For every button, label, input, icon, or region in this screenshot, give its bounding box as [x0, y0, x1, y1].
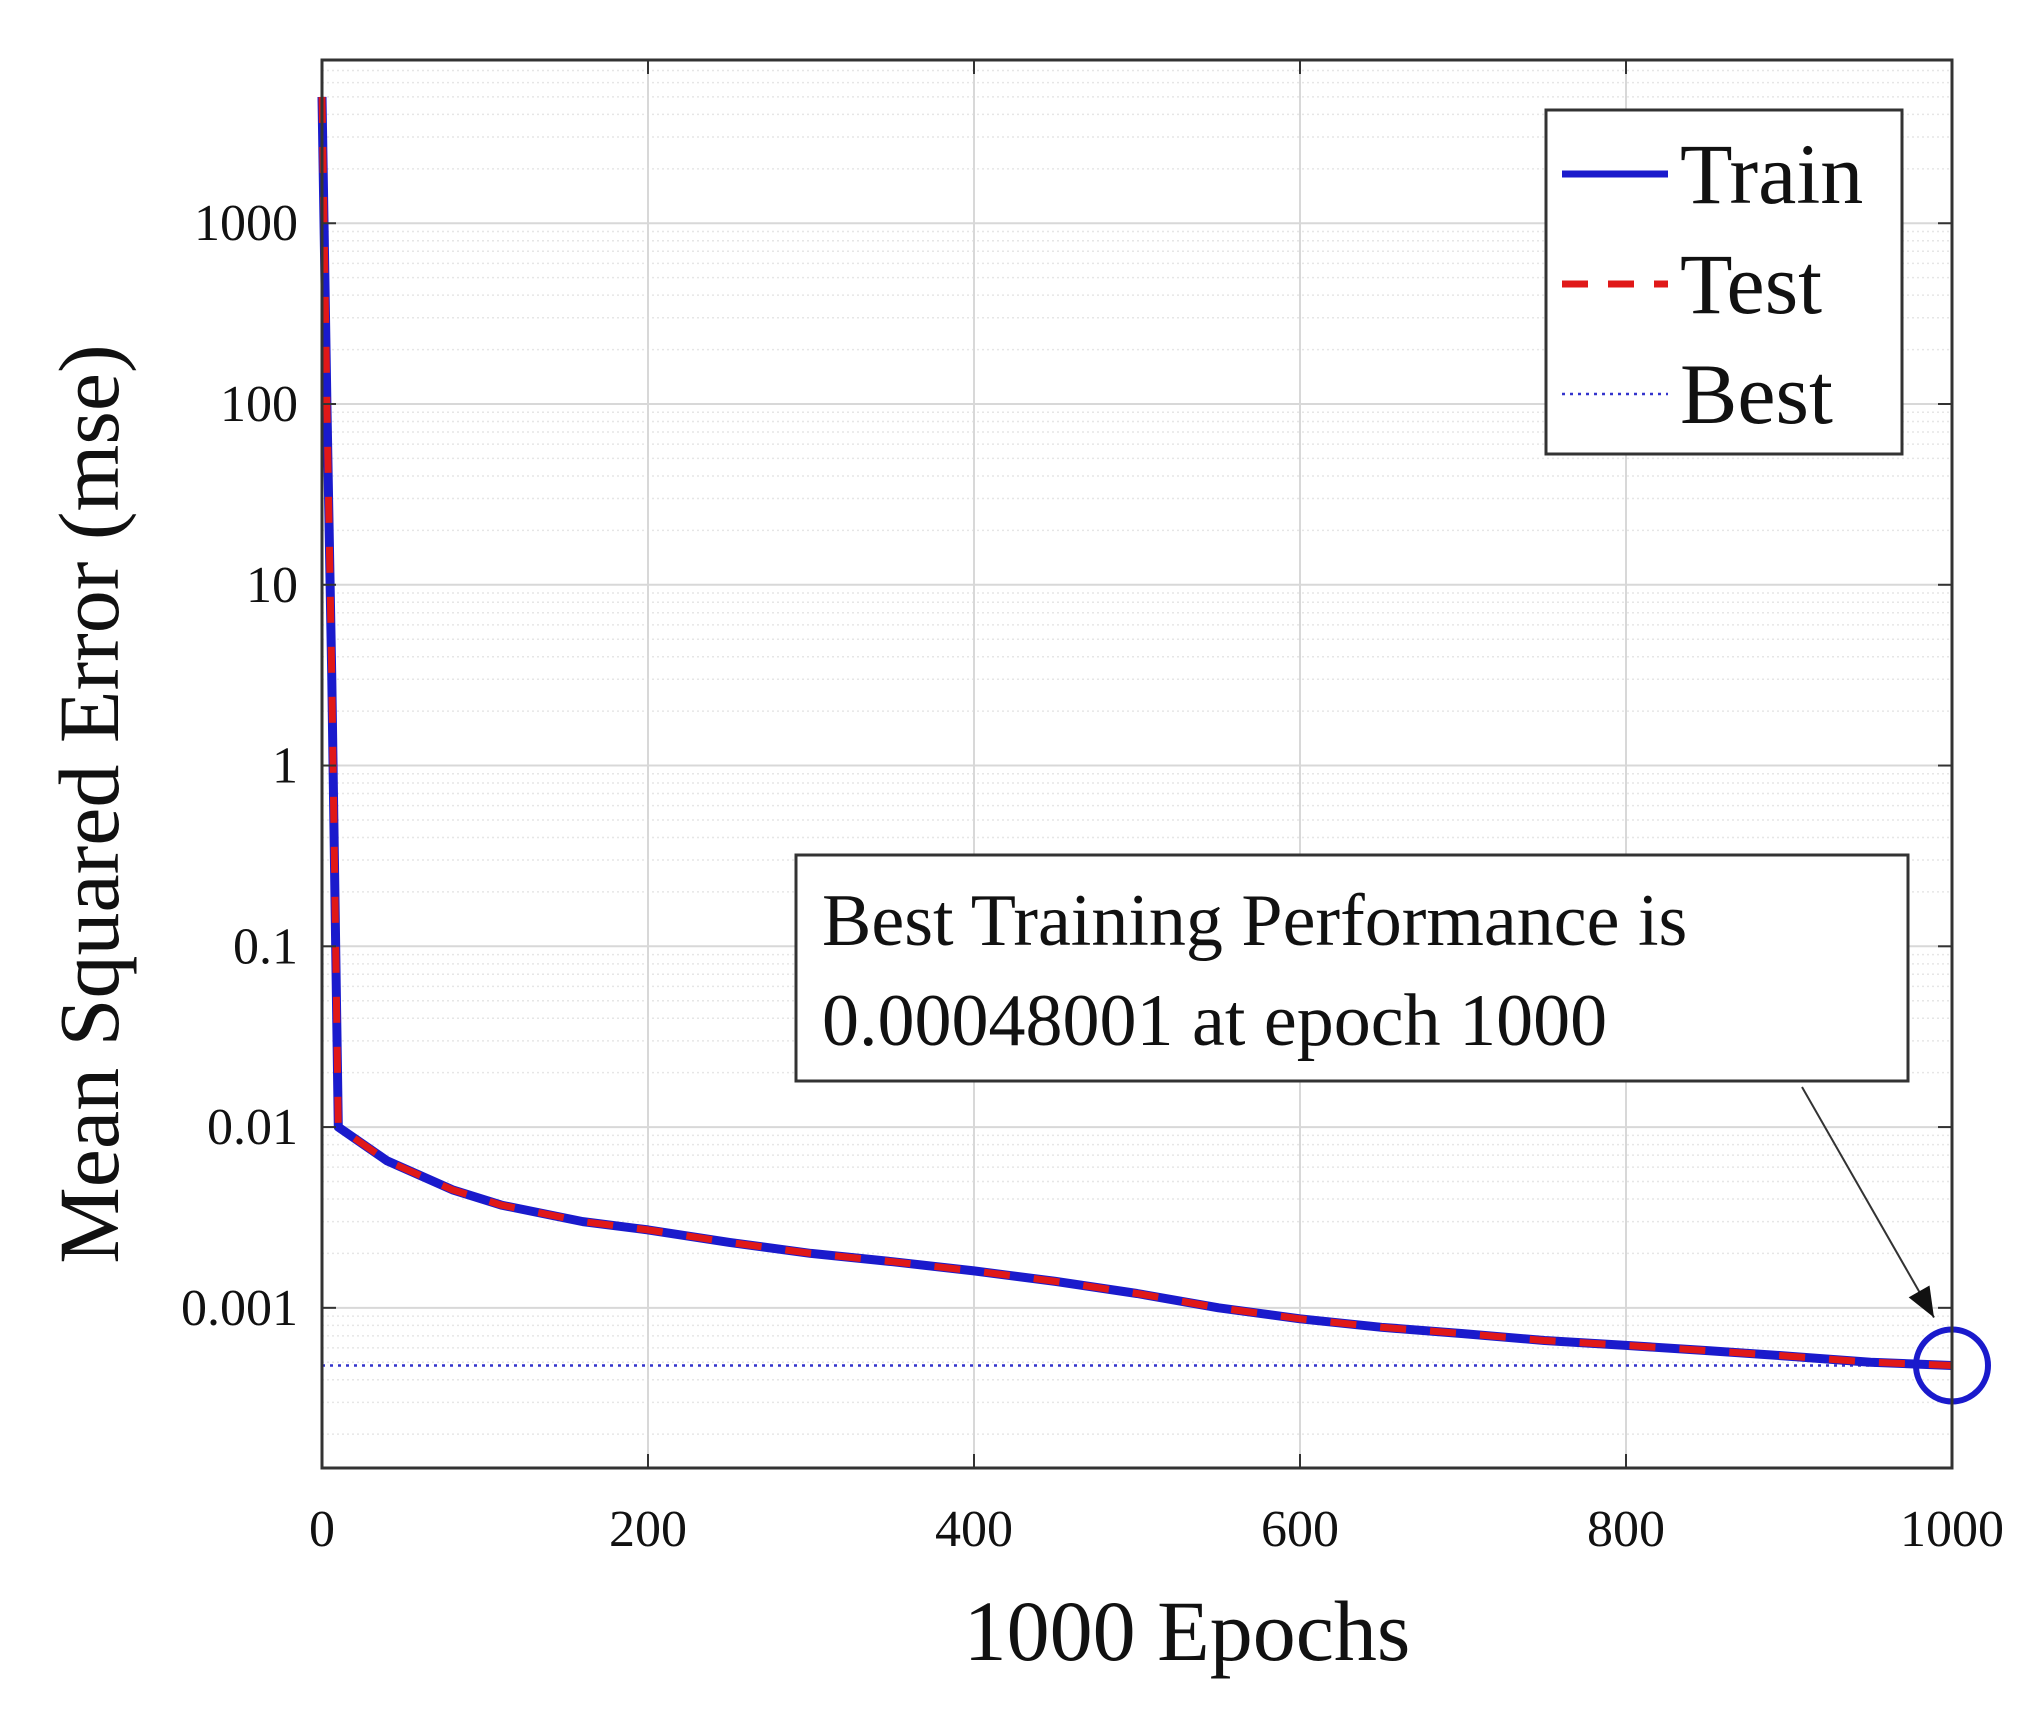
x-tick-label: 1000 — [1900, 1501, 2004, 1558]
y-tick-label: 0.01 — [207, 1099, 298, 1156]
legend: Train Test Best — [1544, 108, 1904, 456]
annotation-line-2: 0.00048001 at epoch 1000 — [822, 980, 1607, 1062]
legend-box — [1544, 108, 1904, 456]
annotation-box — [794, 853, 1910, 1083]
y-tick-label: 10 — [246, 557, 298, 614]
annotation-arrow — [1801, 1086, 1935, 1318]
series-train-line — [317, 96, 1953, 1370]
x-tick-label: 0 — [309, 1501, 335, 1558]
legend-label-best: Best — [1680, 346, 1833, 442]
x-tick-label: 800 — [1587, 1501, 1665, 1558]
x-tick-label: 400 — [935, 1501, 1013, 1558]
x-tick-label: 600 — [1261, 1501, 1339, 1558]
y-tick-label: 1000 — [194, 195, 298, 252]
y-tick-label: 0.1 — [233, 918, 298, 975]
plot-frame — [320, 58, 1954, 1470]
x-tick-label: 200 — [609, 1501, 687, 1558]
axis-ticks: 0 200 400 600 800 1000 0.001 0.01 0.1 1 10 100 1000 — [181, 60, 2004, 1558]
y-tick-label: 0.001 — [181, 1280, 298, 1337]
annotation-arrowhead — [1908, 1285, 1934, 1318]
y-axis-title: Mean Squared Error (mse) — [41, 344, 137, 1263]
annotation: Best Training Performance is 0.00048001 … — [794, 853, 1935, 1318]
annotation-line-1: Best Training Performance is — [822, 880, 1687, 962]
y-tick-label: 1 — [272, 738, 298, 795]
legend-label-train: Train — [1680, 126, 1863, 222]
legend-label-test: Test — [1680, 236, 1822, 332]
y-tick-label: 100 — [220, 376, 298, 433]
x-axis-title: 1000 Epochs — [964, 1583, 1411, 1679]
